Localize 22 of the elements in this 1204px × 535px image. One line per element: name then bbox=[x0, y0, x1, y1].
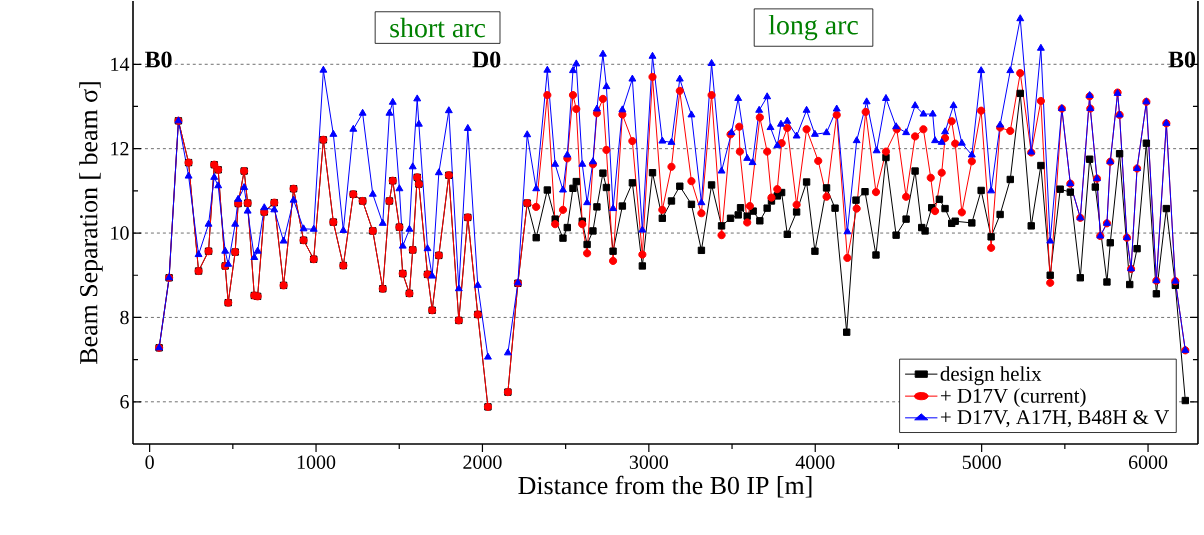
x-tick-label: 0 bbox=[145, 455, 154, 469]
x-tick-label: 6000 bbox=[1128, 455, 1168, 469]
x-tick-label: 1000 bbox=[297, 455, 336, 469]
y-tick-label: 6 bbox=[120, 395, 129, 409]
legend-label: + D17V, A17H, B48H & V bbox=[940, 410, 1170, 428]
legend-label: design helix bbox=[940, 366, 1042, 386]
annotation: B0 bbox=[145, 51, 172, 68]
x-tick-label: 3000 bbox=[629, 455, 669, 469]
x-tick-label: 2000 bbox=[463, 455, 502, 469]
annotation: long arc bbox=[768, 14, 858, 41]
y-tick-label: 12 bbox=[111, 142, 129, 156]
y-tick-label: 8 bbox=[120, 310, 129, 325]
legend-label: + D17V (current) bbox=[940, 388, 1086, 408]
y-axis-title: Beam Separation [ beam σ] bbox=[79, 82, 103, 364]
annotation: D0 bbox=[472, 51, 501, 68]
y-tick-label: 10 bbox=[111, 226, 129, 240]
x-axis-title: Distance from the B0 IP [m] bbox=[518, 475, 812, 498]
x-tick-label: 5000 bbox=[962, 455, 1001, 469]
y-tick-label: 14 bbox=[111, 57, 130, 71]
annotation: short arc bbox=[390, 17, 486, 38]
x-tick-label: 4000 bbox=[795, 455, 835, 469]
annotation: B0 bbox=[1168, 51, 1196, 68]
